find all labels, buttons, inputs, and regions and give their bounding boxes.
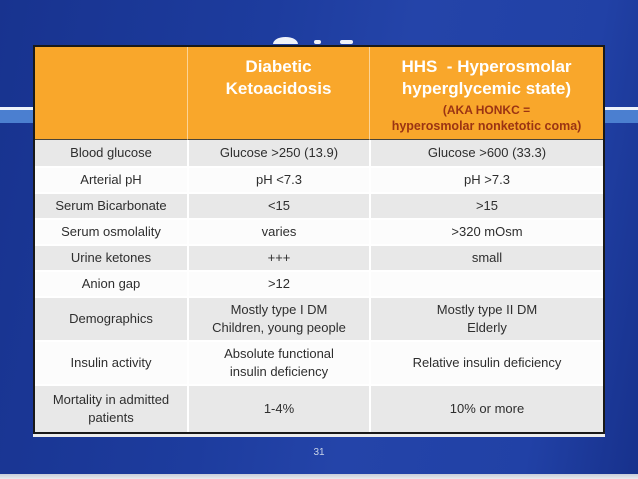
row-label: Serum osmolality — [35, 218, 187, 244]
hidden-title-fragment — [314, 40, 321, 44]
row-label: Anion gap — [35, 270, 187, 296]
dka-value: <15 — [187, 192, 369, 218]
dka-value: varies — [187, 218, 369, 244]
row-label: Serum Bicarbonate — [35, 192, 187, 218]
dka-value: Mostly type I DM Children, young people — [187, 296, 369, 340]
row-label: Urine ketones — [35, 244, 187, 270]
table-row: Serum Bicarbonate <15 >15 — [35, 192, 603, 218]
hhs-value: >320 mOsm — [369, 218, 603, 244]
table-header-row: Diabetic Ketoacidosis HHS - Hyperosmolar… — [35, 47, 603, 140]
comparison-table: Diabetic Ketoacidosis HHS - Hyperosmolar… — [33, 45, 605, 434]
dka-value: pH <7.3 — [187, 166, 369, 192]
hhs-value: >15 — [369, 192, 603, 218]
hhs-value: 10% or more — [369, 384, 603, 432]
header-empty-cell — [35, 47, 187, 140]
table-row: Serum osmolality varies >320 mOsm — [35, 218, 603, 244]
page-number: 31 — [313, 447, 325, 458]
dka-value: +++ — [187, 244, 369, 270]
table-row: Anion gap >12 — [35, 270, 603, 296]
hhs-column-subtitle-2: hyperosmolar nonketotic coma) — [391, 119, 582, 134]
dka-value: >12 — [187, 270, 369, 296]
hhs-value: Glucose >600 (33.3) — [369, 140, 603, 166]
bottom-bar — [0, 474, 638, 479]
hhs-column-title: HHS - Hyperosmolar hyperglycemic state) — [401, 57, 572, 99]
table-row: Insulin activity Absolute functional insu… — [35, 340, 603, 384]
hhs-value — [369, 270, 603, 296]
hhs-column-subtitle-1: (AKA HONKC = — [442, 103, 531, 118]
hhs-value: Mostly type II DM Elderly — [369, 296, 603, 340]
dka-value: Glucose >250 (13.9) — [187, 140, 369, 166]
table-row: Mortality in admitted patients 1-4% 10% or… — [35, 384, 603, 432]
table-row: Demographics Mostly type I DM Children, y… — [35, 296, 603, 340]
row-label: Blood glucose — [35, 140, 187, 166]
hhs-value: pH >7.3 — [369, 166, 603, 192]
hhs-value: small — [369, 244, 603, 270]
dka-value: Absolute functional insulin deficiency — [187, 340, 369, 384]
hhs-value: Relative insulin deficiency — [369, 340, 603, 384]
hidden-title-fragment — [273, 37, 298, 44]
dka-column-title: Diabetic Ketoacidosis — [225, 57, 332, 99]
header-hhs-cell: HHS - Hyperosmolar hyperglycemic state) … — [369, 47, 603, 140]
table-bottom-edge — [33, 434, 605, 437]
header-dka-cell: Diabetic Ketoacidosis — [187, 47, 369, 140]
row-label: Mortality in admitted patients — [35, 384, 187, 432]
table-row: Arterial pH pH <7.3 pH >7.3 — [35, 166, 603, 192]
table-row: Urine ketones +++ small — [35, 244, 603, 270]
dka-value: 1-4% — [187, 384, 369, 432]
row-label: Arterial pH — [35, 166, 187, 192]
table-row: Blood glucose Glucose >250 (13.9) Glucose … — [35, 140, 603, 166]
hidden-title-fragment — [340, 40, 353, 44]
row-label: Demographics — [35, 296, 187, 340]
row-label: Insulin activity — [35, 340, 187, 384]
dka-hhs-table: Diabetic Ketoacidosis HHS - Hyperosmolar… — [35, 47, 603, 432]
